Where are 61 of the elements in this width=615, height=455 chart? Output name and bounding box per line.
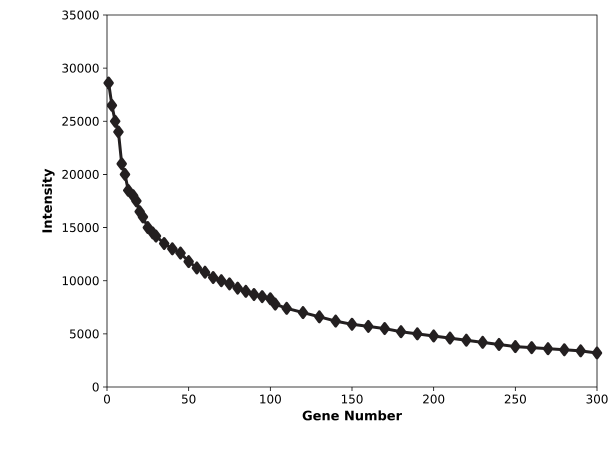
y-tick-label: 25000: [62, 116, 99, 126]
point: [116, 157, 127, 170]
point: [183, 255, 194, 268]
x-tick-label: 200: [423, 394, 444, 404]
point: [461, 334, 472, 347]
y-axis-title: Intensity: [42, 168, 55, 232]
point: [138, 210, 148, 224]
point: [298, 306, 308, 320]
point: [396, 325, 406, 338]
point: [526, 341, 537, 354]
point: [256, 290, 268, 304]
point: [270, 298, 280, 311]
point: [444, 332, 456, 345]
point: [314, 310, 325, 324]
point: [510, 340, 521, 354]
point: [346, 318, 358, 331]
point: [428, 330, 439, 342]
point: [131, 194, 142, 208]
x-tick-label: 300: [586, 394, 608, 404]
x-tick-label: 150: [342, 394, 363, 404]
y-tick-label: 30000: [62, 64, 99, 73]
y-tick-label: 15000: [62, 223, 99, 232]
point: [575, 344, 586, 358]
point: [113, 125, 124, 138]
point: [106, 98, 118, 112]
point: [232, 282, 243, 295]
x-axis-title: Gene Number: [302, 410, 402, 420]
point: [330, 314, 341, 328]
point: [559, 343, 570, 356]
x-tick-label: 0: [104, 394, 110, 404]
point: [208, 271, 218, 284]
point: [542, 342, 554, 356]
y-tick-label: 35000: [62, 10, 99, 20]
point: [240, 284, 252, 298]
point: [142, 221, 154, 234]
point: [477, 336, 488, 349]
point: [494, 338, 504, 351]
point: [592, 346, 602, 360]
point: [158, 237, 170, 250]
point: [281, 302, 292, 315]
point: [120, 168, 130, 181]
point: [175, 246, 186, 260]
point: [363, 320, 374, 333]
point: [379, 322, 390, 336]
point: [224, 277, 235, 290]
point: [150, 230, 162, 243]
point: [167, 242, 178, 256]
point: [216, 274, 227, 288]
x-tick-label: 50: [182, 394, 196, 404]
point: [110, 114, 120, 128]
y-tick-label: 5000: [70, 329, 99, 338]
y-tick-label: 20000: [62, 170, 99, 179]
x-tick-label: 100: [260, 394, 281, 404]
point: [412, 327, 423, 340]
point: [103, 76, 114, 90]
y-tick-label: 0: [92, 382, 99, 392]
y-tick-label: 10000: [62, 276, 99, 286]
x-tick-label: 250: [504, 394, 526, 404]
point: [248, 288, 260, 302]
point: [192, 261, 202, 274]
point: [200, 266, 210, 279]
